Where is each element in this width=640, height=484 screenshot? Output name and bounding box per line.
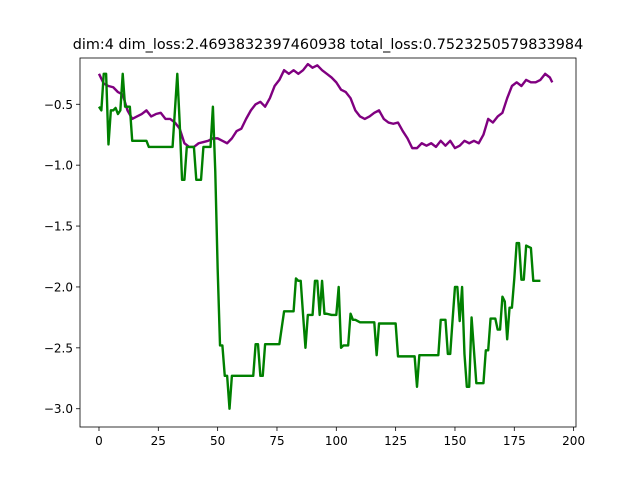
y-tick-label: −0.5 bbox=[44, 98, 73, 112]
y-tick-label: −2.0 bbox=[44, 280, 73, 294]
y-tick-label: −1.5 bbox=[44, 220, 73, 234]
y-tick-label: −2.5 bbox=[44, 341, 73, 355]
x-tick-label: 75 bbox=[269, 434, 284, 448]
series-layer bbox=[97, 62, 554, 410]
x-tick-label: 100 bbox=[325, 434, 348, 448]
plot-frame bbox=[79, 57, 577, 428]
x-tick-label: 175 bbox=[503, 434, 526, 448]
x-axis-ticks: 0 25 50 75 100 125 150 175 200 bbox=[95, 427, 585, 448]
x-tick-label: 200 bbox=[562, 434, 585, 448]
x-tick-label: 150 bbox=[444, 434, 467, 448]
x-tick-label: 50 bbox=[210, 434, 225, 448]
x-tick-label: 125 bbox=[384, 434, 407, 448]
x-tick-label: 0 bbox=[95, 434, 103, 448]
x-tick-label: 25 bbox=[151, 434, 166, 448]
y-tick-label: −3.0 bbox=[44, 402, 73, 416]
y-tick-label: −1.0 bbox=[44, 159, 73, 173]
series-line-2 bbox=[97, 72, 541, 410]
y-axis-ticks: −3.0 −2.5 −2.0 −1.5 −1.0 −0.5 bbox=[44, 98, 80, 416]
chart-title: dim:4 dim_loss:2.4693832397460938 total_… bbox=[73, 37, 584, 53]
